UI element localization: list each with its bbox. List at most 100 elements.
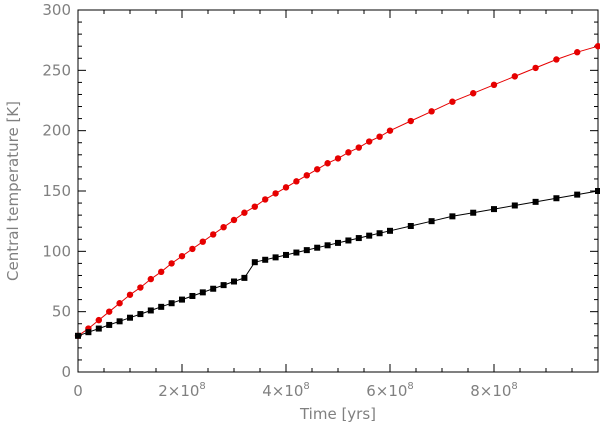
series-2-point — [345, 237, 352, 244]
series-2-point — [75, 332, 81, 339]
series-2-point — [511, 202, 518, 209]
series-1-point — [303, 172, 310, 179]
series-2-point — [355, 235, 362, 242]
series-1-line — [77, 45, 599, 337]
series-2-point — [491, 206, 497, 213]
y-tick-label: 300 — [42, 1, 71, 19]
series-2-point — [532, 198, 539, 205]
series-1-point — [189, 245, 196, 253]
series-2-point — [199, 289, 206, 296]
series-2-point — [272, 254, 279, 261]
series-2-line — [77, 190, 599, 337]
series-1-point — [314, 166, 321, 173]
series-2-point — [231, 278, 237, 285]
series-1-point — [178, 252, 186, 260]
series-2-point — [158, 303, 165, 310]
series-2-point — [179, 296, 185, 303]
series-1-point — [470, 90, 477, 97]
plot-frame — [77, 9, 599, 373]
series-2-point — [147, 307, 154, 314]
series-2-point — [95, 325, 102, 332]
x-tick-label: 0 — [73, 382, 83, 400]
series-2-point — [137, 311, 144, 318]
series-2-point — [553, 195, 560, 202]
series-1-point — [345, 149, 352, 156]
y-tick-label: 100 — [42, 242, 71, 260]
x-axis-title: Time [yrs] — [299, 405, 376, 423]
series-2-point — [595, 188, 600, 194]
series-2-point — [314, 244, 321, 251]
series-1-point — [574, 49, 581, 56]
series-1-point — [95, 316, 103, 324]
series-2-point — [324, 242, 331, 249]
series-2-point — [387, 227, 393, 234]
series-1-point — [428, 108, 435, 115]
y-axis: 0 50 100 150 200 250 300 — [42, 1, 598, 381]
series-1-point — [147, 275, 154, 283]
series-1-point — [262, 196, 269, 203]
series-2-point — [241, 274, 248, 281]
series-layer — [74, 43, 600, 339]
series-1-point — [137, 284, 144, 291]
series-1-point — [116, 300, 123, 307]
series-2-point — [366, 232, 373, 239]
x-tick-label: 8×108 — [470, 381, 518, 400]
series-1-point — [168, 260, 175, 267]
series-1-point — [594, 43, 600, 50]
series-1-point — [282, 184, 290, 191]
series-2-point — [106, 321, 113, 328]
y-tick-label: 250 — [42, 61, 71, 79]
series-2-point — [116, 318, 123, 325]
series-1-point — [199, 238, 206, 245]
y-tick-label: 200 — [42, 122, 71, 140]
series-2-point — [220, 282, 227, 289]
series-1-point — [241, 209, 248, 216]
series-1-point — [324, 160, 331, 167]
series-1-point — [334, 155, 342, 162]
x-tick-label: 6×108 — [366, 381, 414, 400]
y-axis-title: Central temperature [K] — [4, 101, 22, 281]
series-1-point — [449, 98, 456, 105]
series-1-point — [355, 144, 362, 151]
series-1-point — [272, 190, 279, 197]
series-1-point — [386, 127, 394, 134]
series-1-point — [376, 133, 383, 140]
series-2-point — [189, 292, 196, 299]
series-1-point — [553, 56, 560, 63]
series-2-point — [210, 285, 217, 292]
x-axis: 0 2×108 4×108 6×108 8×108 — [73, 10, 573, 400]
series-1-point — [251, 203, 258, 210]
series-2-point — [293, 249, 300, 256]
series-1-point — [511, 73, 518, 80]
series-2-point — [283, 251, 289, 258]
series-2-point — [449, 213, 456, 220]
series-1-point — [210, 231, 217, 238]
series-2-point — [470, 209, 477, 216]
series-2-point — [251, 259, 258, 266]
series-1-point — [366, 138, 373, 145]
series-1-point — [158, 268, 165, 276]
series-1-point — [126, 291, 134, 298]
series-2-point — [85, 329, 92, 336]
y-tick-label: 150 — [42, 182, 71, 200]
series-1-point — [220, 224, 227, 231]
y-tick-label: 0 — [61, 363, 71, 381]
series-1-point — [293, 178, 300, 185]
series-2-point — [262, 256, 269, 263]
series-2-point — [574, 191, 581, 198]
series-2-point — [168, 300, 175, 307]
y-tick-label: 50 — [52, 303, 71, 321]
series-1-point — [407, 117, 414, 125]
series-2-point — [376, 230, 383, 237]
x-tick-label: 2×108 — [158, 381, 206, 400]
series-2-point — [428, 218, 435, 225]
x-tick-label: 4×108 — [262, 381, 310, 400]
series-2-point — [303, 247, 310, 254]
series-2-point — [335, 239, 341, 246]
series-1-point — [106, 308, 113, 315]
series-2-point — [127, 314, 133, 321]
series-1-point — [490, 81, 498, 89]
series-1-point — [230, 216, 238, 224]
series-2-point — [407, 222, 414, 229]
